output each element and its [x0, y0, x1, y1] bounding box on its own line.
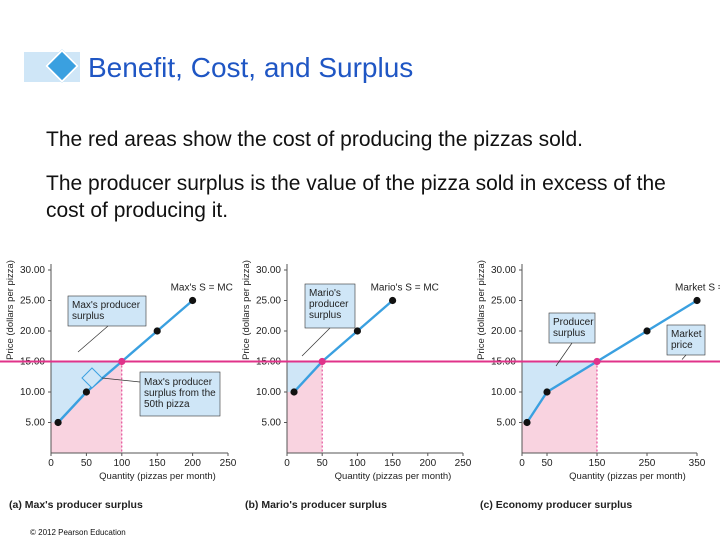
y-tick-label: 20.00 — [491, 326, 516, 337]
annotation-leader — [301, 327, 331, 357]
y-tick-label: 10.00 — [20, 387, 45, 398]
annotation-producer-surplus: Producer surplus — [553, 317, 594, 339]
supply-point — [290, 388, 298, 396]
y-tick-label: 30.00 — [20, 265, 45, 276]
y-axis-label: Price (dollars per pizza) — [241, 260, 252, 360]
cost-area — [287, 361, 323, 453]
y-tick-label: 5.00 — [262, 418, 282, 429]
x-tick-label: 0 — [519, 458, 525, 469]
supply-label: Market S = MSC — [675, 283, 720, 294]
chart-title: (c) Economy producer surplus — [480, 499, 632, 511]
supply-point — [543, 388, 551, 396]
supply-point — [693, 296, 701, 305]
annotation-box — [139, 371, 221, 417]
x-tick-label: 350 — [689, 458, 706, 469]
charts-figure: 5.0010.0015.0020.0025.0030.0005010015020… — [0, 260, 720, 511]
paragraph-cost: The red areas show the cost of producing… — [46, 128, 583, 151]
y-axis-label: Price (dollars per pizza) — [5, 260, 16, 360]
x-tick-label: 50 — [317, 458, 329, 469]
x-tick-label: 50 — [541, 458, 553, 469]
y-tick-label: 25.00 — [20, 296, 45, 307]
annotation-producer-surplus: Max's producer surplus — [72, 300, 141, 322]
x-axis-label: Quantity (pizzas per month) — [569, 471, 686, 482]
supply-point — [153, 327, 161, 335]
producer-surplus-area — [287, 361, 323, 392]
supply-label: Max's S = MC — [171, 283, 233, 294]
producer-surplus-area — [522, 361, 597, 423]
x-axis-label: Quantity (pizzas per month) — [99, 471, 216, 482]
x-tick-label: 150 — [149, 458, 166, 469]
y-tick-label: 10.00 — [491, 387, 516, 398]
x-axis-label: Quantity (pizzas per month) — [335, 471, 452, 482]
annotation-box — [67, 295, 147, 327]
x-tick-label: 0 — [284, 458, 290, 469]
supply-point — [353, 327, 361, 335]
annotation-leader — [681, 354, 687, 360]
x-tick-label: 100 — [349, 458, 366, 469]
x-tick-label: 200 — [184, 458, 201, 469]
supply-curve — [293, 299, 394, 393]
cost-area — [522, 361, 597, 453]
supply-point — [389, 296, 397, 305]
x-tick-label: 0 — [48, 458, 54, 469]
annotation-leader — [101, 377, 141, 383]
chart-panel-b: 5.0010.0015.0020.0025.0030.0005010015020… — [241, 260, 472, 511]
cost-area — [51, 361, 122, 453]
annotation-box — [548, 312, 596, 344]
x-tick-label: 150 — [384, 458, 401, 469]
supply-point — [189, 296, 197, 305]
x-tick-label: 200 — [419, 458, 436, 469]
annotation-leader — [77, 325, 109, 353]
annotation-50th-pizza: Max's producer surplus from the 50th pizza — [144, 377, 216, 410]
paragraph-surplus: The producer surplus is the value of the… — [46, 172, 666, 222]
supply-point — [54, 418, 62, 427]
x-tick-label: 250 — [639, 458, 656, 469]
y-axis-label: Price (dollars per pizza) — [476, 260, 487, 360]
x-tick-label: 100 — [113, 458, 130, 469]
y-tick-label: 20.00 — [20, 326, 45, 337]
y-tick-label: 20.00 — [256, 326, 281, 337]
annotation-market-price: Market price — [671, 329, 702, 351]
copyright-text: © 2012 Pearson Education — [30, 528, 126, 537]
y-tick-label: 5.00 — [26, 418, 46, 429]
y-tick-label: 25.00 — [256, 296, 281, 307]
x-tick-label: 150 — [589, 458, 606, 469]
supply-label: Mario's S = MC — [371, 283, 439, 294]
y-tick-label: 30.00 — [256, 265, 281, 276]
y-tick-label: 5.00 — [497, 418, 517, 429]
annotation-box — [304, 283, 356, 329]
x-tick-label: 250 — [455, 458, 472, 469]
chart-title: (b) Mario's producer surplus — [245, 499, 387, 511]
page-title: Benefit, Cost, and Surplus — [88, 52, 414, 83]
y-tick-label: 30.00 — [491, 265, 516, 276]
marked-pizza-icon — [81, 367, 103, 389]
x-tick-label: 50 — [81, 458, 93, 469]
x-tick-label: 250 — [220, 458, 237, 469]
annotation-box — [666, 324, 706, 356]
supply-point — [643, 327, 651, 335]
chart-title: (a) Max's producer surplus — [9, 499, 143, 511]
annotation-producer-surplus: Mario's producer surplus — [309, 288, 349, 321]
supply-point — [523, 418, 531, 427]
annotation-leader — [555, 342, 573, 367]
chart-panel-c: 5.0010.0015.0020.0025.0030.0005015025035… — [476, 260, 720, 511]
y-tick-label: 25.00 — [491, 296, 516, 307]
supply-point — [82, 388, 90, 396]
y-tick-label: 10.00 — [256, 387, 281, 398]
